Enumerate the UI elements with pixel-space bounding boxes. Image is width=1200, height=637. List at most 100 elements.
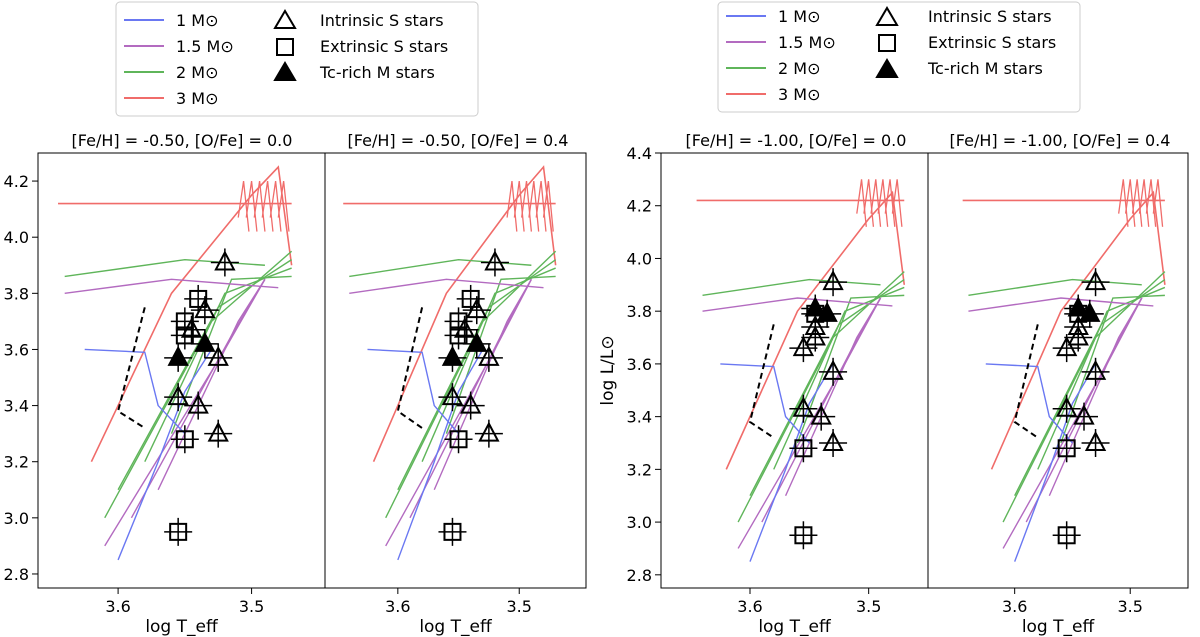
extrinsic-s-marker: [169, 522, 188, 541]
data-point: [1052, 434, 1081, 463]
data-point: [789, 334, 818, 363]
intrinsic-s-marker: [1067, 325, 1089, 346]
boundary-dashed-line: [1013, 324, 1039, 439]
tc-rich-marker: [441, 345, 464, 366]
data-point: [789, 521, 818, 550]
intrinsic-s-marker: [194, 298, 216, 319]
data-point: [184, 284, 213, 313]
y-tick-label: 2.8: [627, 566, 652, 585]
extrinsic-s-marker: [461, 289, 480, 308]
data-point: [462, 296, 491, 325]
data-point: [1081, 357, 1110, 386]
x-axis-label: log T_eff: [145, 617, 219, 637]
track-1msun-line: [749, 363, 834, 562]
x-tick-label: 3.6: [385, 597, 410, 616]
x-tick-label: 3.5: [507, 597, 532, 616]
intrinsic-s-marker: [810, 404, 832, 425]
intrinsic-s-marker: [1056, 335, 1078, 357]
legend2-label-extrinsic: Extrinsic S stars: [928, 33, 1056, 52]
legend-label-1p5msun: 1.5 M⊙: [176, 37, 234, 56]
tc-rich-marker: [466, 331, 488, 352]
track-1p5msun-line: [968, 297, 1154, 312]
track-1msun-line: [117, 349, 213, 561]
track-1msun-line: [397, 349, 484, 561]
panel-title: [Fe/H] = -1.00, [O/Fe] = 0.0: [686, 131, 907, 150]
panel-1: [Fe/H] = -0.50, [O/Fe] = 0.0 3.6 3.5 log T_…: [4, 131, 326, 637]
legend-label-intrinsic: Intrinsic S stars: [320, 11, 444, 30]
data-point: [801, 323, 830, 352]
data-point: [164, 517, 193, 546]
data-point: [480, 248, 509, 277]
y-tick-label: 4.4: [627, 144, 652, 163]
y-tick-label: 4.2: [627, 197, 652, 216]
y-tick-label: 2.8: [4, 565, 29, 584]
y-tick-label: 3.4: [4, 397, 29, 416]
tc-rich-marker: [167, 345, 189, 366]
track-2msun-line: [349, 258, 532, 278]
y-tick-label: 3.0: [4, 509, 29, 528]
data-point: [438, 383, 467, 412]
legend2-label-3msun: 3 M⊙: [778, 85, 820, 104]
legend-left: 1 M⊙ 1.5 M⊙ 2 M⊙ 3 M⊙ Intrinsic S stars …: [115, 1, 479, 117]
legend-label-extrinsic: Extrinsic S stars: [320, 37, 448, 56]
extrinsic-s-marker: [443, 522, 462, 541]
data-point: [1052, 521, 1081, 550]
data-point: [444, 321, 473, 350]
intrinsic-s-marker: [207, 421, 229, 442]
boundary-dashed-line: [116, 307, 146, 429]
panel-3: [Fe/H] = -1.00, [O/Fe] = 0.0 3.6 3.5 log T_…: [598, 131, 929, 637]
track-2msun-line: [421, 267, 556, 462]
track-2msun-line: [64, 258, 265, 278]
extrinsic-s-marker: [794, 439, 813, 458]
extrinsic-s-marker: [189, 289, 208, 308]
data-point: [184, 391, 213, 420]
legend2-square-open-icon: [878, 34, 896, 52]
legend-label-2msun: 2 M⊙: [176, 63, 218, 82]
legend2-triangle-filled-icon: [875, 58, 899, 78]
track-3msun-line: [725, 190, 906, 470]
track-3msun-line: [372, 165, 557, 463]
y-tick-label: 3.8: [4, 284, 29, 303]
data-point: [807, 402, 836, 431]
intrinsic-s-marker: [822, 270, 844, 291]
data-point: [438, 343, 467, 372]
intrinsic-s-marker: [1073, 404, 1095, 425]
data-point: [819, 268, 848, 297]
extrinsic-s-marker: [449, 326, 468, 345]
data-point: [789, 434, 818, 463]
panel-title: [Fe/H] = -1.00, [O/Fe] = 0.4: [950, 131, 1171, 150]
boundary-dashed-line: [748, 324, 775, 439]
track-1msun-line: [367, 348, 460, 435]
intrinsic-s-marker: [207, 345, 229, 366]
data-point: [1070, 402, 1098, 431]
y-tick-label: 3.6: [627, 355, 652, 374]
x-tick-label: 3.6: [1002, 597, 1027, 616]
track-3msun-line: [1152, 179, 1164, 227]
intrinsic-s-marker: [792, 335, 815, 357]
x-axis-label: log T_eff: [1022, 617, 1096, 637]
y-axis-label: log L/L⊙: [598, 335, 618, 405]
tc-rich-marker: [804, 296, 826, 317]
panel-title: [Fe/H] = -0.50, [O/Fe] = 0.0: [72, 131, 293, 150]
track-1msun-line: [84, 348, 186, 435]
data-point: [170, 321, 199, 350]
y-tick-label: 3.4: [627, 408, 652, 427]
panel-title: [Fe/H] = -0.50, [O/Fe] = 0.4: [348, 131, 569, 150]
data-point: [190, 329, 219, 358]
intrinsic-s-marker: [484, 250, 506, 271]
intrinsic-s-marker: [804, 325, 826, 346]
data-point: [164, 383, 193, 412]
y-tick-label: 3.6: [4, 340, 29, 359]
track-1msun-line: [720, 363, 810, 444]
x-tick-label: 3.5: [239, 597, 264, 616]
legend-triangle-filled-icon: [273, 61, 297, 81]
track-3msun-line: [891, 179, 903, 227]
data-point: [456, 284, 485, 313]
extrinsic-s-marker: [175, 430, 194, 449]
data-point: [1064, 323, 1093, 352]
y-tick-label: 3.0: [627, 513, 652, 532]
legend-right: 1 M⊙ 1.5 M⊙ 2 M⊙ 3 M⊙ Intrinsic S stars …: [717, 1, 1081, 113]
boundary-dashed-line: [396, 307, 424, 429]
track-1p5msun-line: [702, 297, 893, 312]
intrinsic-s-marker: [478, 421, 500, 442]
